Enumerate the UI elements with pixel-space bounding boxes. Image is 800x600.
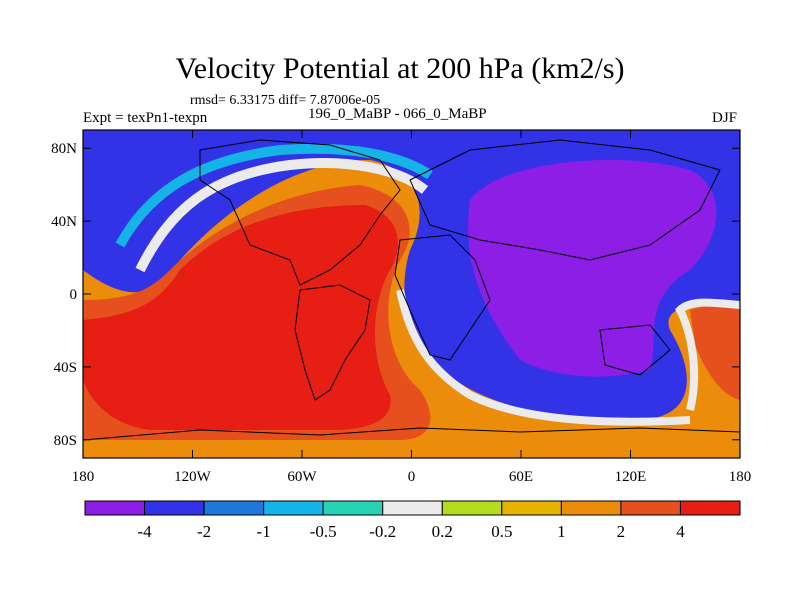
positive-lobe-southeast (690, 301, 740, 400)
colorbar-swatch (679, 500, 741, 516)
contour-field (83, 130, 740, 458)
lon-tick-label: 120W (174, 469, 212, 485)
lon-tick-label: 0 (408, 469, 416, 485)
colorbar-swatch (203, 500, 265, 516)
latitude-ticks: 80N 40N 0 40S 80S (51, 141, 740, 449)
colorbar-label: 1 (557, 522, 566, 541)
colorbar-swatch (441, 500, 503, 516)
colorbar: -4 -2 -1 -0.5 -0.2 0.2 0.5 1 2 4 (84, 500, 741, 541)
lat-tick-label: 40S (54, 360, 77, 376)
lon-tick-label: 180 (729, 469, 752, 485)
africa-outline (394, 234, 491, 361)
lat-tick-label: 0 (70, 287, 78, 303)
colorbar-label: 2 (617, 522, 626, 541)
colorbar-label: -4 (137, 522, 152, 541)
south-america-outline (294, 284, 371, 401)
north-america-outline (199, 139, 401, 286)
colorbar-swatch (620, 500, 681, 516)
colorbar-label: 0.2 (432, 522, 453, 541)
colorbar-swatch (322, 500, 384, 516)
colorbar-swatch (382, 500, 443, 516)
colorbar-swatch (84, 500, 146, 516)
colorbar-label: 0.5 (491, 522, 512, 541)
transition-band-east (675, 298, 740, 411)
colorbar-label: -0.2 (369, 522, 396, 541)
lon-tick-label: 120E (615, 469, 647, 485)
lat-tick-label: 40N (51, 214, 77, 230)
lon-tick-label: 180 (72, 469, 95, 485)
colorbar-swatch (263, 500, 324, 516)
colorbar-swatch (560, 500, 622, 516)
transition-band-south (396, 289, 691, 426)
colorbar-swatch (501, 500, 562, 516)
transition-band-cyan (115, 143, 433, 248)
experiment-label: Expt = texPn1-texpn (83, 110, 208, 126)
lon-tick-label: 60E (509, 469, 533, 485)
eurasia-outline (409, 139, 721, 261)
colorbar-label: -2 (197, 522, 211, 541)
lat-tick-label: 80S (54, 433, 77, 449)
colorbar-label: -0.5 (310, 522, 337, 541)
positive-region-core (83, 205, 398, 430)
plot-title: Velocity Potential at 200 hPa (km2/s) (175, 52, 625, 85)
transition-band-white (135, 158, 429, 273)
negative-region-core (468, 160, 717, 377)
continent-outlines (83, 139, 740, 441)
australia-outline (599, 324, 671, 376)
antarctica-outline (83, 427, 740, 441)
cases-label: 196_0_MaBP - 066_0_MaBP (308, 106, 487, 122)
colorbar-label: -1 (257, 522, 271, 541)
lat-tick-label: 80N (51, 141, 77, 157)
colorbar-label: 4 (676, 522, 685, 541)
longitude-ticks: 180 120W 60W 0 60E 120E 180 (72, 130, 752, 485)
colorbar-swatch (144, 500, 205, 516)
season-label: DJF (712, 110, 738, 126)
lon-tick-label: 60W (287, 469, 317, 485)
stats-label: rmsd= 6.33175 diff= 7.87006e-05 (190, 93, 381, 108)
